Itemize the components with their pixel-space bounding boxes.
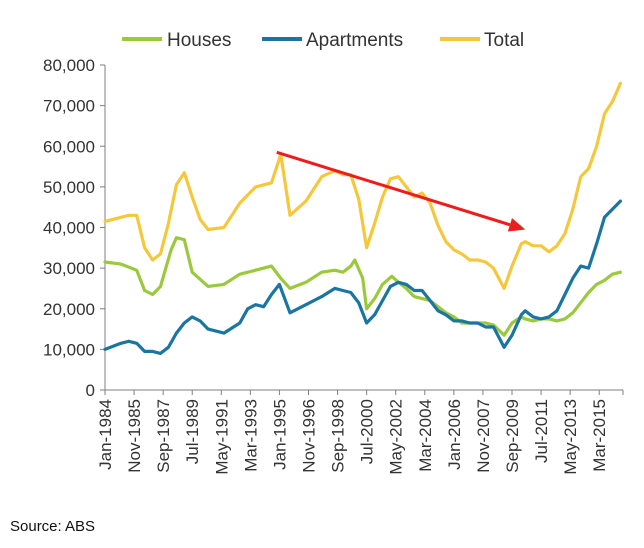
series-line-houses — [103, 236, 623, 337]
y-tick-label: 80,000 — [43, 56, 95, 75]
y-tick-label: 10,000 — [43, 340, 95, 359]
y-axis: 0 10,000 20,000 30,000 40,000 50,000 60,000 70,… — [43, 56, 106, 400]
x-tick-label: Sep-2009 — [503, 399, 522, 473]
y-tick-label: 50,000 — [43, 178, 95, 197]
x-tick-label: Nov-2007 — [474, 399, 493, 473]
y-tick-label: 0 — [86, 381, 95, 400]
y-tick-label: 60,000 — [43, 137, 95, 156]
x-tick-label: Nov-1985 — [125, 399, 144, 473]
legend-label-houses: Houses — [167, 30, 231, 51]
y-tick-label: 20,000 — [43, 300, 95, 319]
x-tick-label: Mar-1993 — [241, 399, 260, 472]
x-tick-label: Mar-2004 — [416, 399, 435, 472]
y-tick-label: 70,000 — [43, 97, 95, 116]
x-tick-label: Sep-1987 — [154, 399, 173, 473]
legend: Houses Apartments Total — [122, 30, 524, 51]
annotation-layer — [276, 150, 526, 232]
source-note: Source: ABS — [10, 518, 96, 535]
series-line-total — [103, 81, 623, 290]
y-tick-label: 30,000 — [43, 259, 95, 278]
series-layer — [103, 81, 623, 355]
series-line-apartments — [103, 199, 623, 355]
x-tick-label: Jan-1984 — [96, 399, 115, 470]
x-tick-label: Nov-1996 — [300, 399, 319, 473]
legend-label-total: Total — [484, 30, 524, 51]
trend-arrow-line — [276, 150, 511, 227]
trend-arrow-head — [507, 218, 526, 232]
x-tick-label: Jul-2000 — [358, 399, 377, 464]
x-tick-label: Jul-2011 — [532, 399, 551, 463]
x-tick-label: May-2002 — [387, 399, 406, 475]
y-tick-label: 40,000 — [43, 219, 95, 238]
legend-label-apartments: Apartments — [306, 30, 403, 51]
x-tick-label: Mar-2015 — [590, 399, 609, 472]
x-axis: Jan-1984 Nov-1985 Sep-1987 Jul-1989 May-1991… — [96, 389, 624, 475]
x-tick-label: May-1991 — [212, 399, 231, 475]
x-tick-label: May-2013 — [561, 399, 580, 475]
x-tick-label: Sep-1998 — [329, 399, 348, 473]
x-tick-label: Jan-2006 — [445, 399, 464, 470]
x-tick-label: Jan-1995 — [270, 399, 289, 470]
x-tick-label: Jul-1989 — [183, 399, 202, 464]
